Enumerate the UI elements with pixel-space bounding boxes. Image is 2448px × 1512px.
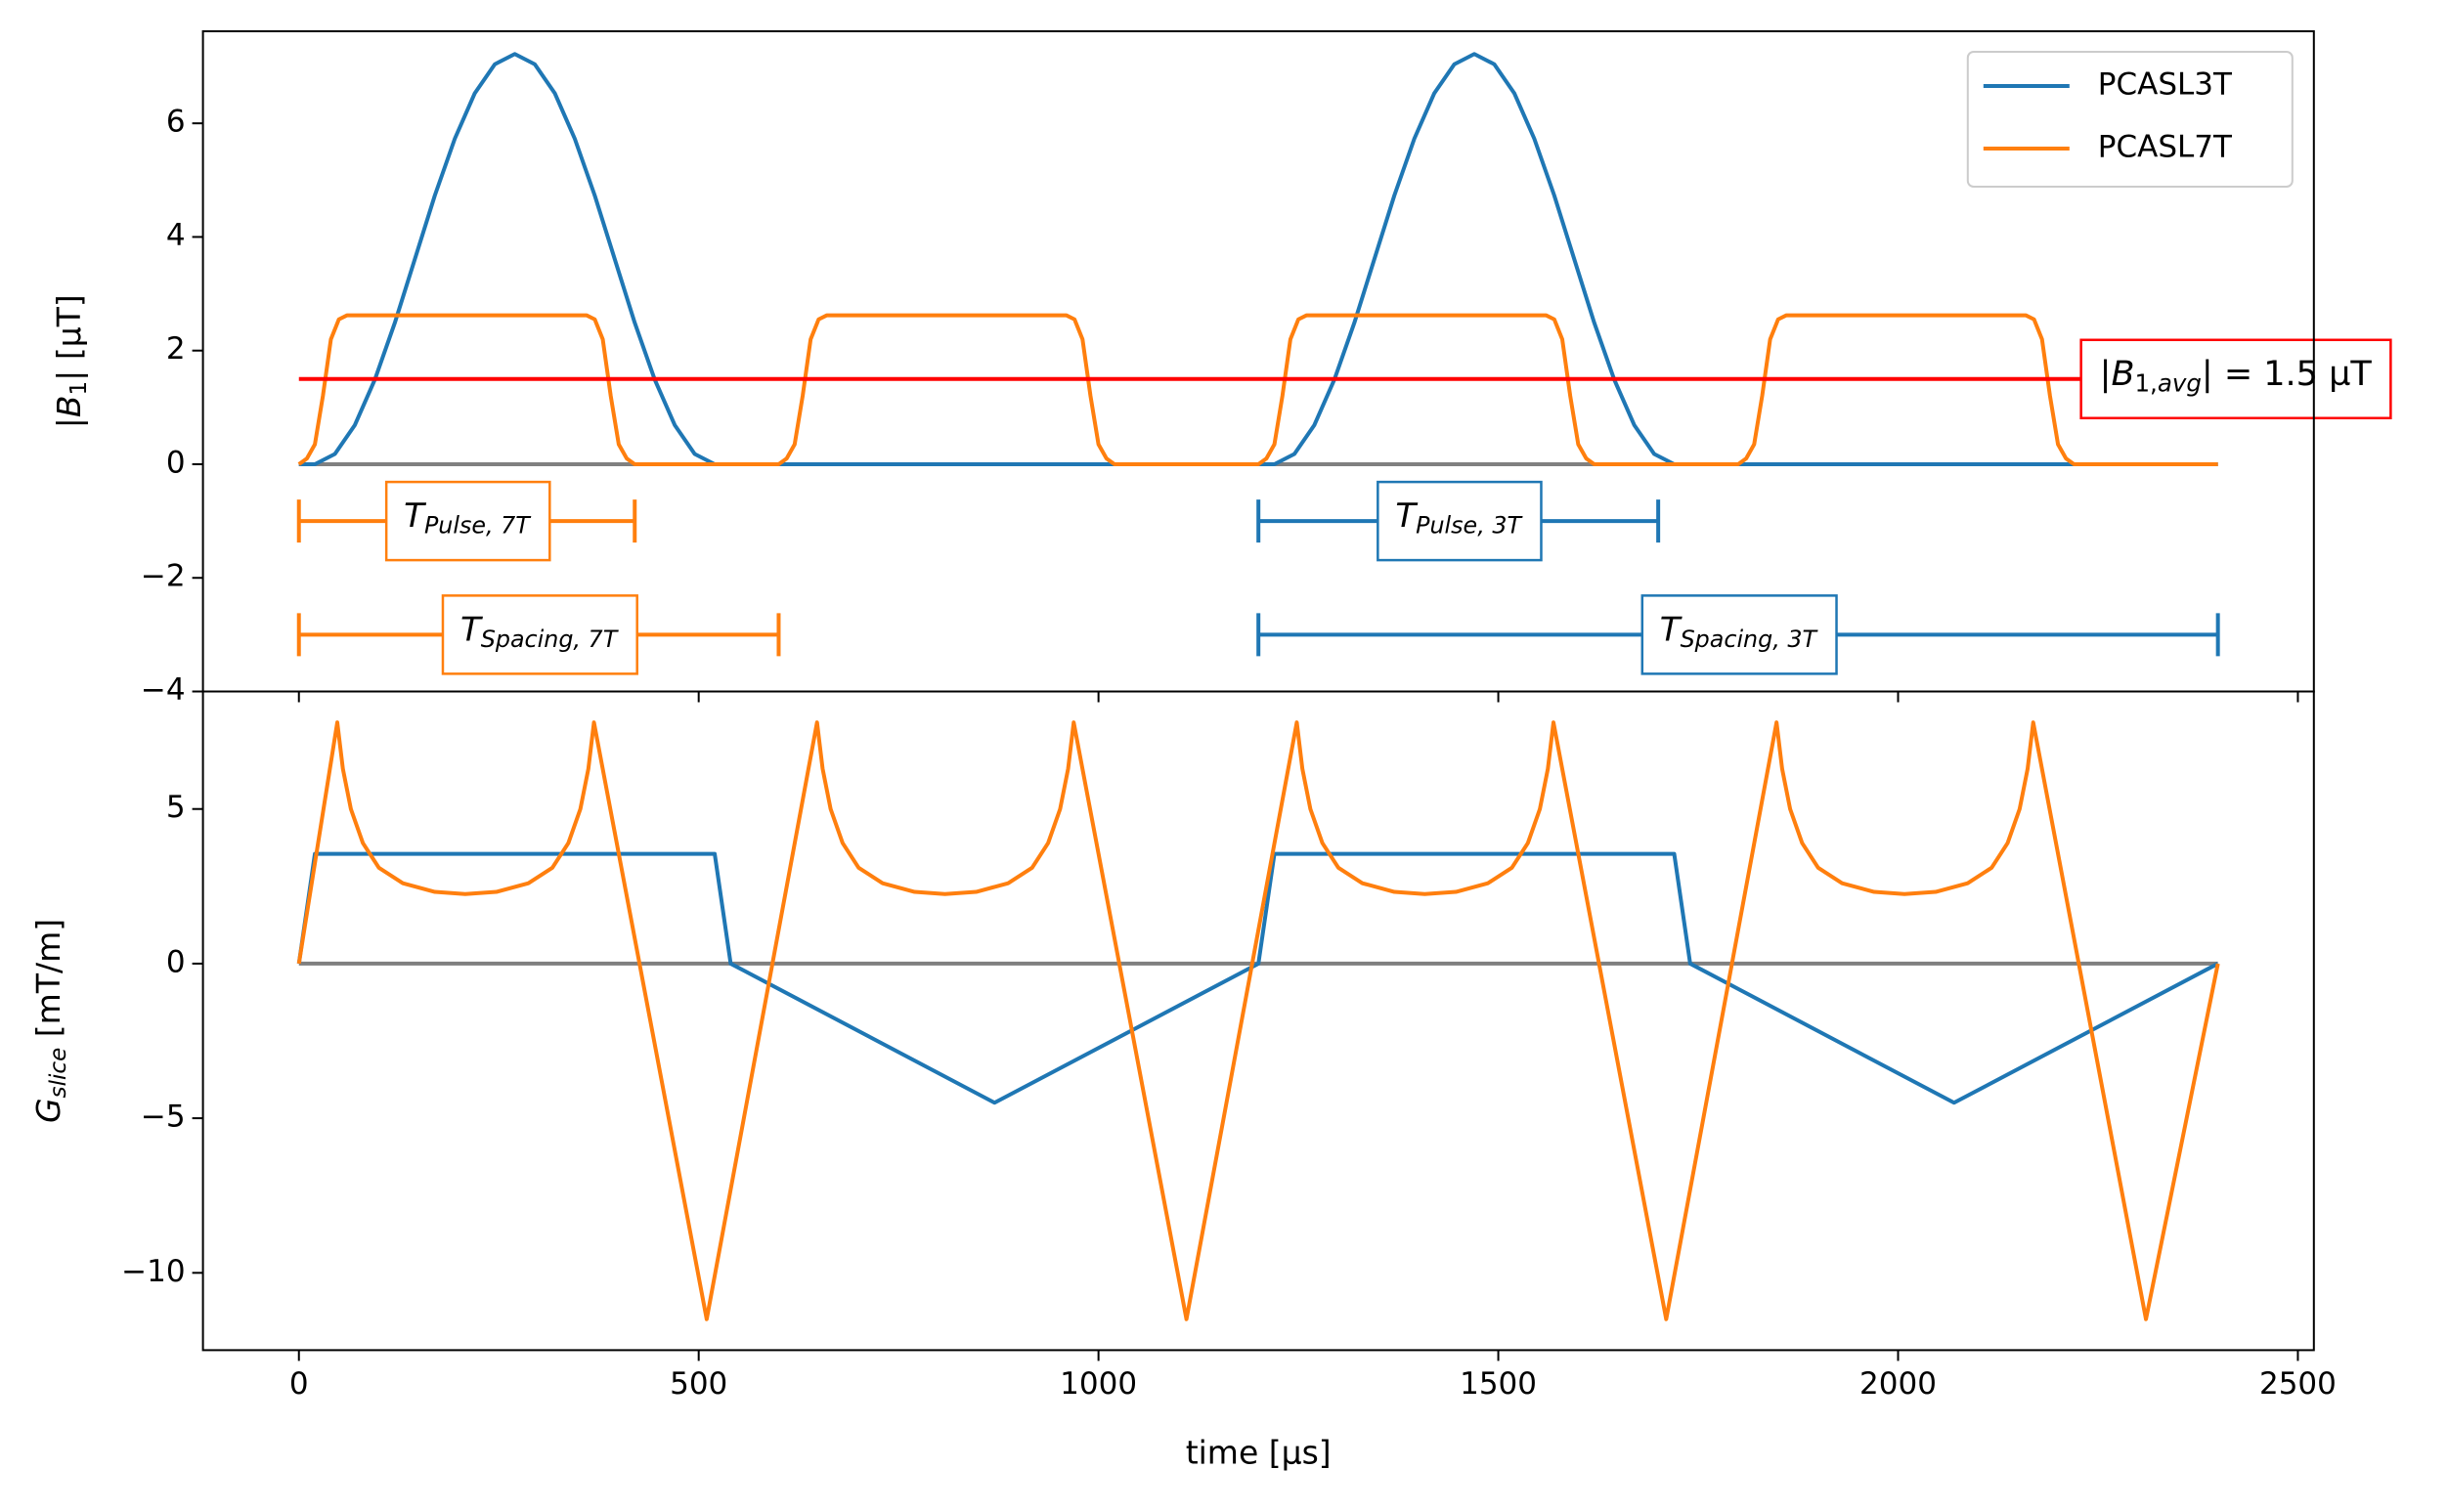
y-axis-label-part: [mT/m] — [29, 919, 67, 1048]
y-axis-label-part: | [µT] — [50, 294, 88, 381]
series-line — [296, 720, 2220, 1321]
interval-label-box — [384, 480, 551, 562]
average-label: |B1,avg| = 1.5 µT — [2100, 355, 2373, 398]
interval-label-part: Pulse, 7T — [424, 511, 532, 539]
interval-label-part: Spacing, 3T — [1681, 625, 1819, 652]
axes-frame — [201, 690, 2315, 1352]
interval-label-box — [1377, 480, 1543, 562]
y-tick-label: 4 — [166, 218, 186, 253]
y-axis-label-part: G — [29, 1098, 67, 1123]
interval-label: TSpacing, 7T — [460, 610, 620, 653]
x-tick-label: 1500 — [1460, 1366, 1537, 1402]
y-tick-label: −10 — [121, 1254, 185, 1289]
series-line — [297, 313, 2218, 466]
interval-label-box — [1640, 594, 1838, 675]
x-tick-label: 2000 — [1859, 1366, 1937, 1402]
x-tick-label: 0 — [289, 1366, 309, 1402]
average-label-box — [2079, 338, 2392, 420]
y-tick-label: 0 — [166, 944, 186, 979]
y-tick-label: 5 — [166, 790, 186, 825]
y-axis-label-part: B — [50, 395, 88, 417]
average-label-part: B — [2111, 355, 2134, 394]
interval-label-box — [441, 594, 638, 675]
interval-label: TPulse, 3T — [1395, 497, 1523, 540]
x-tick-label: 2500 — [2259, 1366, 2337, 1402]
y-tick-label: −2 — [141, 559, 186, 594]
x-axis-label: time [µs] — [1186, 1434, 1332, 1472]
y-axis-label-part: | — [50, 417, 88, 428]
average-label-part: | — [2100, 355, 2112, 394]
interval-label: TPulse, 7T — [404, 497, 532, 540]
y-axis-label-part: slice — [46, 1048, 71, 1099]
interval-label-part: Spacing, 7T — [481, 625, 620, 652]
series-line — [296, 851, 2219, 1105]
y-axis-label: |B1| [µT] — [50, 294, 92, 428]
interval-label-part: T — [1395, 497, 1418, 536]
average-label-part: 1, — [2134, 369, 2157, 398]
series-line — [298, 52, 2218, 466]
x-tick-label: 500 — [670, 1366, 727, 1402]
interval-label-part: T — [1660, 610, 1683, 649]
average-label-part: avg — [2158, 369, 2202, 398]
y-tick-label: −4 — [141, 672, 186, 708]
interval-label-part: T — [460, 610, 483, 649]
legend-label: PCASL3T — [2098, 67, 2233, 103]
x-tick-label: 1000 — [1060, 1366, 1137, 1402]
y-tick-label: 6 — [166, 105, 186, 140]
interval-label-part: Pulse, 3T — [1416, 511, 1523, 539]
y-tick-label: −5 — [141, 1100, 186, 1135]
interval-label-part: T — [404, 497, 426, 536]
y-axis-label-part: 1 — [66, 381, 92, 396]
y-tick-label: 2 — [166, 331, 186, 367]
legend-label: PCASL7T — [2098, 130, 2233, 165]
average-label-part: | = 1.5 µT — [2202, 355, 2372, 394]
interval-label: TSpacing, 3T — [1660, 610, 1819, 653]
y-axis-label: Gslice [mT/m] — [29, 919, 71, 1123]
y-tick-label: 0 — [166, 445, 186, 480]
